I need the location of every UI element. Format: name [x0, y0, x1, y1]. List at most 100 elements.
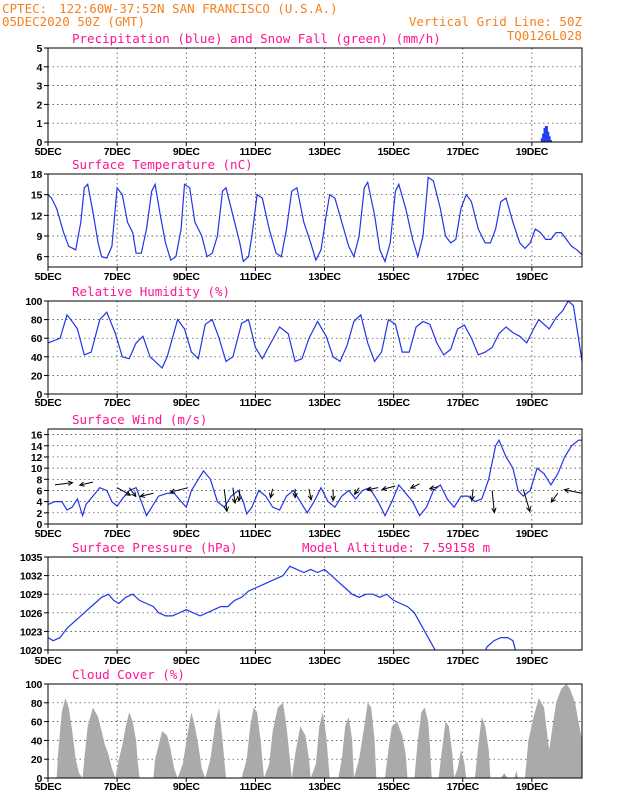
x-tick-label: 9DEC — [173, 397, 201, 409]
y-tick-label: 2 — [36, 99, 42, 111]
x-tick-label: 11DEC — [239, 781, 271, 793]
x-tick-label: 19DEC — [516, 781, 549, 793]
panel-frame — [47, 683, 583, 779]
y-tick-label: 80 — [31, 315, 43, 327]
wind-arrow — [128, 487, 137, 497]
x-tick-label: 15DEC — [377, 146, 410, 158]
wind-arrow — [269, 488, 274, 498]
x-tick-label: 13DEC — [308, 271, 341, 283]
x-tick-label: 19DEC — [516, 397, 549, 409]
y-tick-label: 40 — [31, 352, 43, 364]
panel-frame — [47, 428, 583, 525]
y-tick-label: 1023 — [20, 626, 43, 638]
series-line — [48, 301, 582, 370]
x-tick-label: 11DEC — [239, 528, 271, 540]
wind-arrowhead — [169, 488, 176, 494]
header-model: TQ0126L028 — [507, 28, 582, 43]
wind-arrow — [382, 485, 396, 491]
panel-frame — [47, 556, 583, 651]
x-tick-label: 9DEC — [173, 146, 201, 158]
panel-title: Precipitation (blue) and Snow Fall (gree… — [72, 31, 441, 46]
x-tick-label: 5DEC — [35, 655, 63, 667]
wind-arrowhead — [223, 506, 230, 513]
series-group — [48, 438, 582, 518]
wind-arrowhead — [381, 485, 388, 491]
wind-arrowhead — [526, 506, 532, 513]
x-tick-label: 13DEC — [308, 146, 341, 158]
y-tick-label: 4 — [36, 62, 42, 74]
series-group — [48, 176, 582, 264]
series-line — [48, 438, 582, 518]
svg-text:CPTEC:122:60W-37:52N SAN FRAN: CPTEC: 122:60W-37:52N SAN FRANCISCO (U.S.… — [2, 1, 338, 16]
wind-arrow — [79, 481, 94, 486]
y-tick-label: 1026 — [20, 608, 43, 620]
x-tick-label: 13DEC — [308, 397, 341, 409]
y-tick-label: 20 — [31, 754, 43, 766]
y-tick-label: 2 — [36, 508, 42, 520]
x-tick-label: 5DEC — [35, 397, 63, 409]
y-tick-label: 60 — [31, 717, 43, 729]
wind-arrow — [522, 489, 531, 512]
panel-title: Surface Wind (m/s) — [72, 412, 207, 427]
y-tick-label: 1035 — [20, 552, 43, 564]
wind-arrow — [54, 482, 73, 486]
x-tick-label: 11DEC — [239, 146, 271, 158]
wind-arrowhead — [67, 480, 74, 486]
wind-arrow — [170, 487, 189, 493]
series-line — [48, 176, 582, 264]
x-tick-label: 19DEC — [516, 146, 549, 158]
y-tick-label: 60 — [31, 333, 43, 345]
x-tick-label: 7DEC — [104, 655, 132, 667]
y-tick-label: 20 — [31, 370, 43, 382]
wind-arrowhead — [330, 495, 336, 502]
x-tick-label: 5DEC — [35, 271, 63, 283]
x-tick-label: 15DEC — [377, 655, 410, 667]
panel-5: 1020 1023 1026 1029 1032 1035 5DEC 7DEC 9DEC 11DE… — [20, 540, 583, 667]
panel-title: Relative Humidity (%) — [72, 284, 230, 299]
x-tick-label: 17DEC — [447, 397, 480, 409]
wind-arrowhead — [139, 492, 146, 498]
x-tick-label: 15DEC — [377, 397, 410, 409]
panel-frame — [47, 300, 583, 395]
wind-arrow — [564, 489, 583, 494]
y-tick-label: 80 — [31, 698, 43, 710]
x-tick-label: 9DEC — [173, 271, 201, 283]
panel-frame — [47, 173, 583, 268]
wind-arrowhead — [365, 486, 373, 492]
wind-arrowhead — [550, 497, 556, 503]
x-tick-label: 9DEC — [173, 781, 201, 793]
x-tick-label: 17DEC — [447, 781, 480, 793]
y-tick-label: 1 — [36, 118, 42, 130]
y-tick-label: 0 — [36, 519, 42, 531]
y-tick-label: 1020 — [20, 645, 43, 657]
wind-arrowhead — [428, 485, 435, 491]
y-tick-label: 16 — [31, 430, 43, 442]
y-tick-label: 0 — [36, 389, 42, 401]
x-tick-label: 7DEC — [104, 146, 132, 158]
y-tick-label: 15 — [31, 190, 43, 202]
series-group — [48, 301, 582, 370]
x-tick-label: 5DEC — [35, 528, 63, 540]
x-tick-label: 19DEC — [516, 271, 549, 283]
x-tick-label: 17DEC — [447, 655, 480, 667]
wind-arrowhead — [231, 498, 238, 505]
x-tick-label: 7DEC — [104, 397, 132, 409]
x-tick-label: 13DEC — [308, 781, 341, 793]
wind-arrowhead — [563, 488, 570, 494]
panel-2: 6 9 12 15 18 5DEC 7DEC 9DEC 11DEC 13DEC 15DEC 17DEC… — [31, 157, 583, 283]
y-tick-label: 14 — [31, 441, 43, 453]
y-tick-label: 12 — [31, 210, 43, 222]
wind-arrowhead — [409, 483, 416, 489]
wind-arrow — [354, 487, 360, 495]
x-tick-label: 9DEC — [173, 655, 201, 667]
wind-arrowhead — [469, 495, 475, 502]
x-tick-label: 13DEC — [308, 655, 341, 667]
panel-title: Cloud Cover (%) — [72, 667, 185, 682]
wind-arrow — [223, 489, 228, 512]
x-tick-label: 7DEC — [104, 271, 132, 283]
wind-arrowhead — [307, 494, 313, 501]
wind-arrow — [238, 489, 241, 501]
x-tick-label: 15DEC — [377, 528, 410, 540]
